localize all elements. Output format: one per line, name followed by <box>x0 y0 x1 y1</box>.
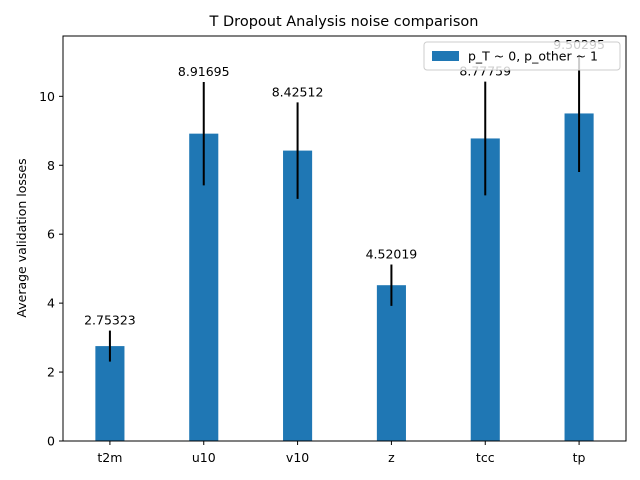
data-label-t2m: 2.75323 <box>84 313 136 328</box>
plot-area: 2.75323t2m8.91695u108.42512v104.52019z8.… <box>39 35 627 465</box>
x-tick-label-tp: tp <box>573 450 586 465</box>
x-tick-label-z: z <box>388 450 395 465</box>
y-tick-label-8: 8 <box>47 158 55 173</box>
data-label-u10: 8.91695 <box>178 64 230 79</box>
y-tick-label-10: 10 <box>39 89 55 104</box>
legend-box <box>423 41 621 71</box>
bar-z <box>376 285 406 441</box>
y-tick-label-0: 0 <box>47 434 55 449</box>
legend-label: p_T ~ 0, p_other ~ 1 <box>468 49 598 64</box>
y-tick-label-6: 6 <box>47 227 55 242</box>
data-label-v10: 8.42512 <box>272 84 324 99</box>
y-axis-label: Average validation losses <box>14 158 29 317</box>
bar-t2m <box>95 346 125 441</box>
y-tick-label-4: 4 <box>47 296 55 311</box>
x-tick-label-tcc: tcc <box>476 450 495 465</box>
legend-swatch <box>432 51 459 61</box>
data-label-z: 4.52019 <box>366 247 418 262</box>
legend: p_T ~ 0, p_other ~ 1 <box>423 41 621 71</box>
chart-title: T Dropout Analysis noise comparison <box>209 14 479 30</box>
x-tick-label-v10: v10 <box>286 450 309 465</box>
bar-v10 <box>283 150 313 441</box>
x-tick-label-t2m: t2m <box>97 450 122 465</box>
axes-frame <box>62 35 627 442</box>
x-tick-label-u10: u10 <box>192 450 216 465</box>
y-tick-label-2: 2 <box>47 365 55 380</box>
